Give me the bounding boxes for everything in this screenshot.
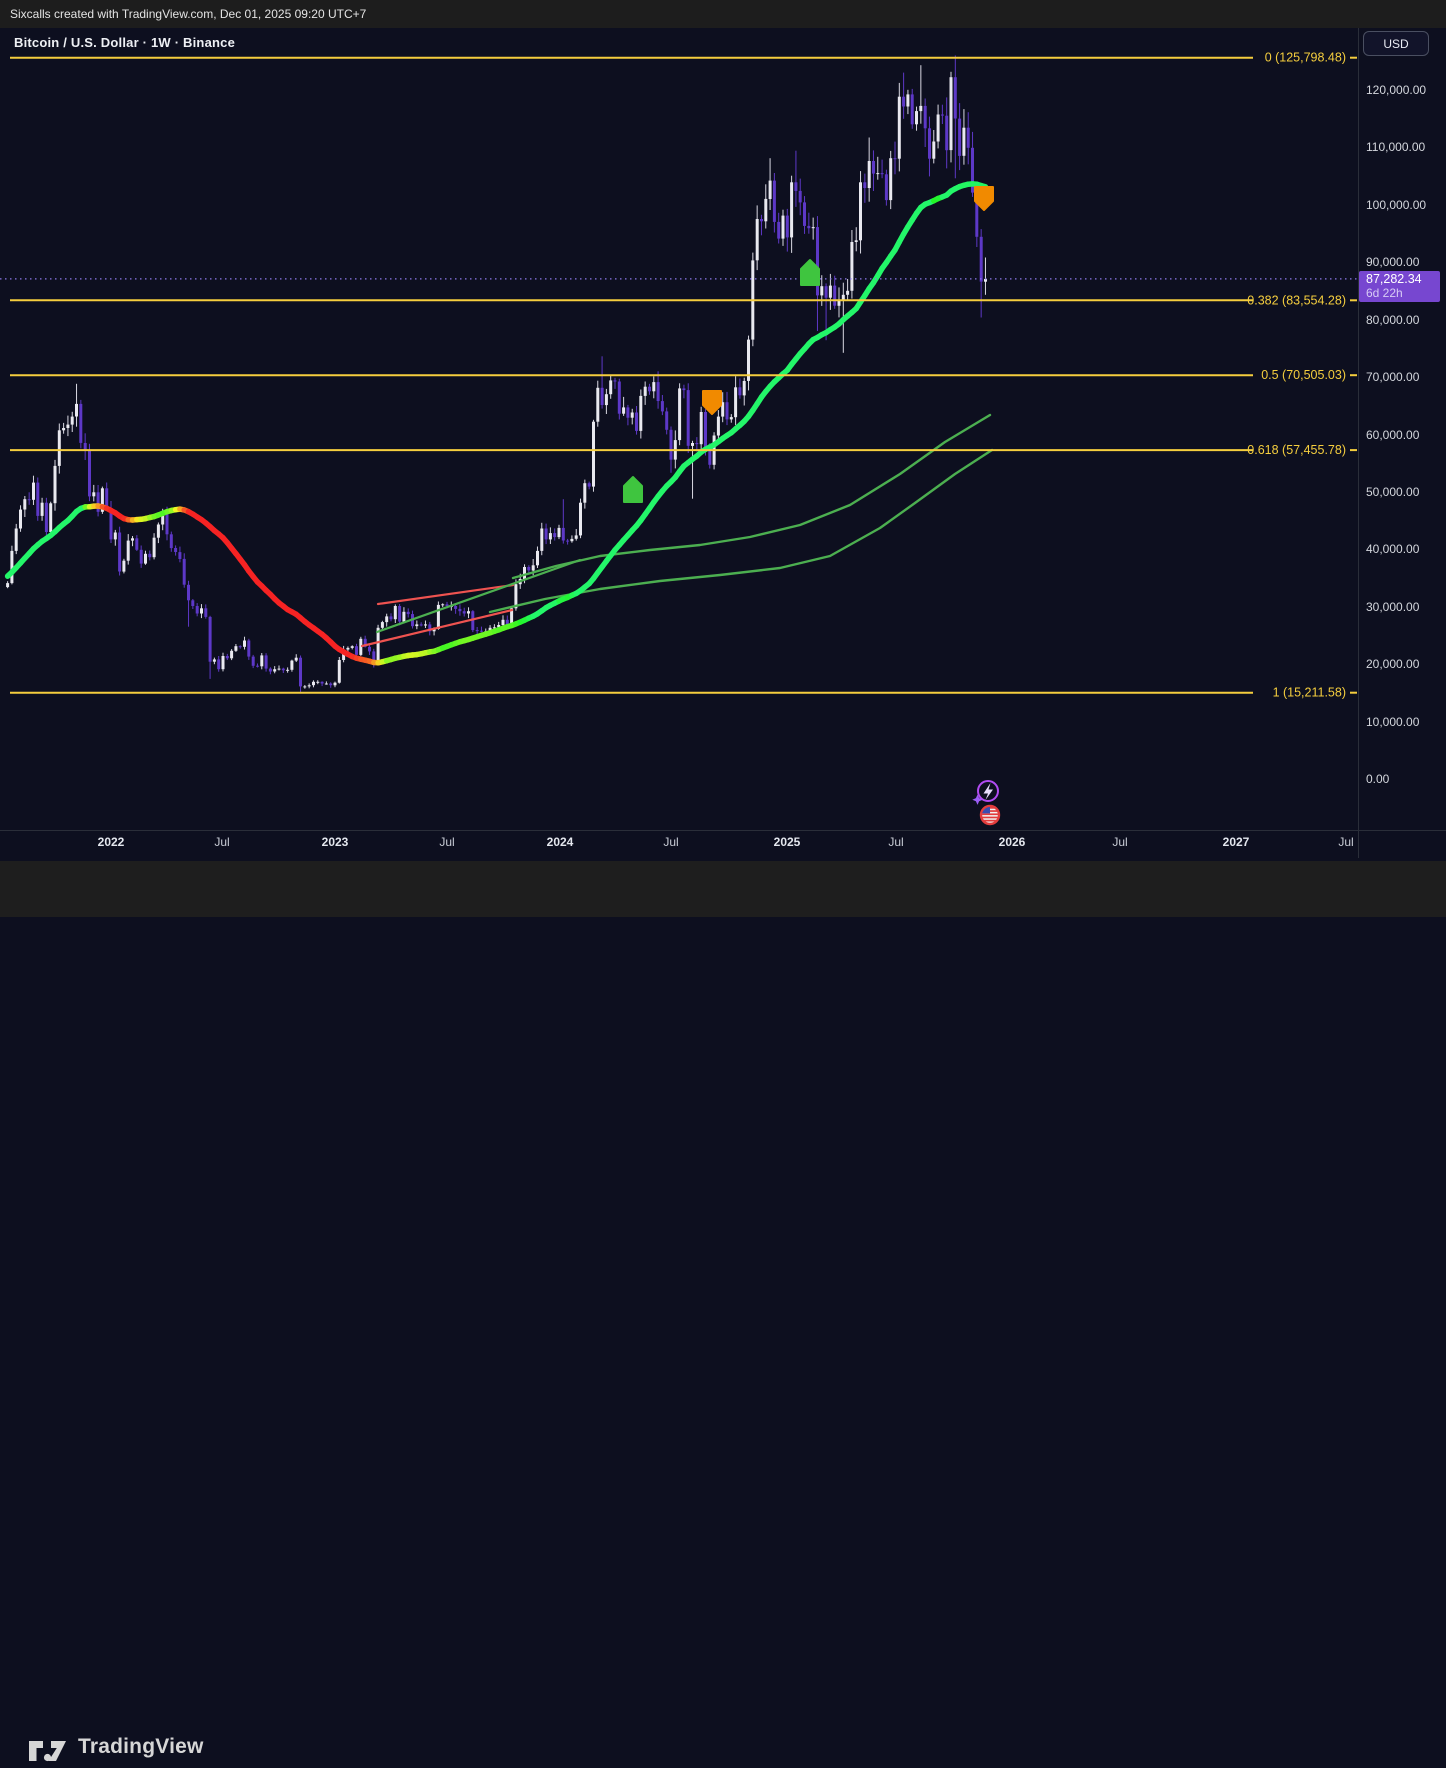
- time-axis-label: Jul: [663, 835, 678, 849]
- price-axis-label: 70,000.00: [1366, 370, 1419, 384]
- currency-toggle-button[interactable]: USD: [1363, 31, 1429, 56]
- trendline[interactable]: [377, 560, 580, 632]
- tradingview-brand-text[interactable]: TradingView: [78, 1735, 204, 1759]
- fib-level-label: 1 (15,211.58): [1273, 686, 1346, 700]
- fib-level-label: 0 (125,798.48): [1265, 51, 1346, 65]
- price-axis-label: 110,000.00: [1366, 140, 1425, 154]
- price-axis-label: 0.00: [1366, 772, 1389, 786]
- candlestick-series: [6, 55, 987, 692]
- price-axis-label: 80,000.00: [1366, 313, 1419, 327]
- time-axis-label: 2023: [322, 835, 349, 849]
- fib-level-label: 0.382 (83,554.28): [1247, 293, 1346, 307]
- time-axis-label: 2022: [98, 835, 125, 849]
- rainbow-ma-line: [8, 184, 986, 663]
- time-axis-label: Jul: [439, 835, 454, 849]
- time-axis-label: 2025: [774, 835, 801, 849]
- position-marker-long-icon[interactable]: [624, 477, 642, 502]
- price-axis-label: 30,000.00: [1366, 600, 1419, 614]
- fib-level-label: 0.618 (57,455.78): [1247, 443, 1346, 457]
- footer-bar: TradingView: [0, 861, 1446, 917]
- time-axis-label: Jul: [888, 835, 903, 849]
- fib-retracement[interactable]: 0 (125,798.48) 0.382 (83,554.28) 0.5 (70,5…: [10, 51, 1357, 700]
- price-axis-label: 20,000.00: [1366, 657, 1419, 671]
- price-axis-label: 60,000.00: [1366, 428, 1419, 442]
- price-axis-label: 100,000.00: [1366, 198, 1426, 212]
- time-axis-label: Jul: [1338, 835, 1353, 849]
- time-scale[interactable]: [0, 830, 1358, 858]
- time-axis-label: Jul: [1112, 835, 1127, 849]
- trendline[interactable]: [378, 585, 513, 604]
- chart-canvas[interactable]: 0 (125,798.48) 0.382 (83,554.28) 0.5 (70,5…: [0, 28, 1358, 830]
- copyright-topbar: Sixcalls created with TradingView.com, D…: [0, 0, 1446, 28]
- axis-corner-cell: [1358, 830, 1446, 858]
- price-axis-label: 90,000.00: [1366, 255, 1419, 269]
- tradingview-logo-icon[interactable]: [28, 1734, 72, 1768]
- flash-event-icon[interactable]: [972, 781, 998, 805]
- long-term-ma-line: [490, 450, 992, 612]
- credit-text: Sixcalls created with TradingView.com, D…: [10, 7, 366, 21]
- us-economic-event-icon[interactable]: [981, 806, 999, 824]
- price-axis-label: 40,000.00: [1366, 542, 1419, 556]
- time-axis-label: 2027: [1223, 835, 1250, 849]
- time-axis-label: 2024: [547, 835, 574, 849]
- fib-level-label: 0.5 (70,505.03): [1261, 368, 1346, 382]
- last-price-value: 87,282.34: [1366, 272, 1440, 286]
- bar-countdown: 6d 22h: [1366, 286, 1440, 300]
- time-axis-label: 2026: [999, 835, 1026, 849]
- symbol-title[interactable]: Bitcoin / U.S. Dollar · 1W · Binance: [14, 35, 235, 50]
- price-axis-label: 120,000.00: [1366, 83, 1426, 97]
- price-axis-label: 10,000.00: [1366, 715, 1419, 729]
- price-axis-label: 50,000.00: [1366, 485, 1419, 499]
- last-price-badge: 87,282.34 6d 22h: [1359, 271, 1440, 302]
- time-axis-label: Jul: [214, 835, 229, 849]
